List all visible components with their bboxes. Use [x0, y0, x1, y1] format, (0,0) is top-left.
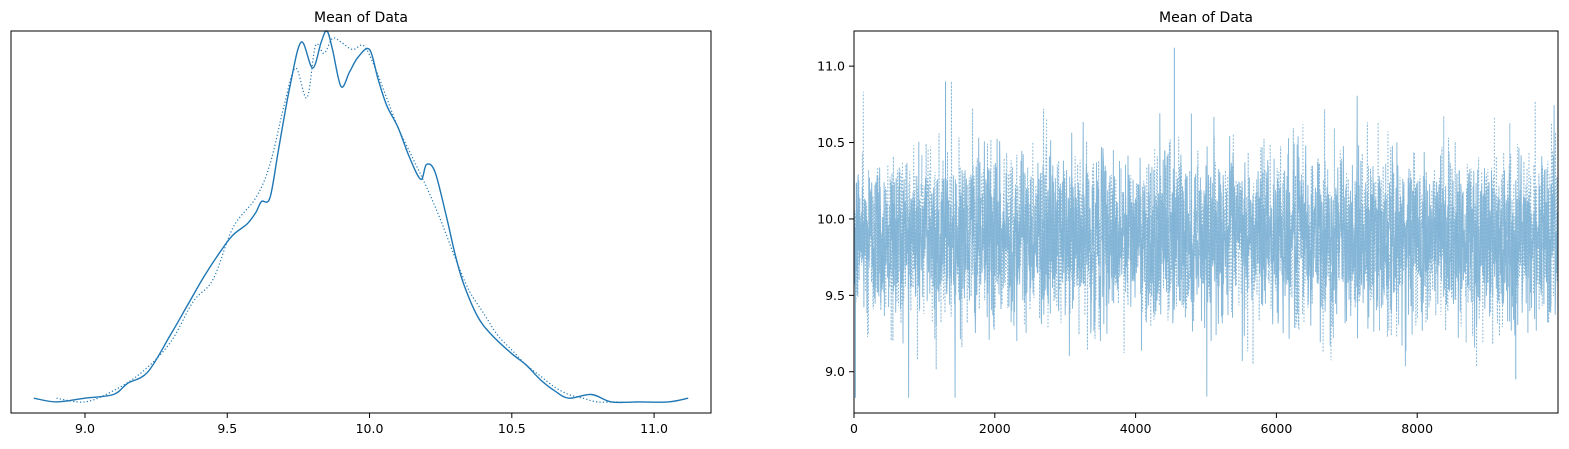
kde-x-axis: 9.0 9.5 10.0 10.5 11.0	[75, 413, 668, 436]
trace-plot-area	[853, 47, 1559, 398]
kde-x-tick-label: 9.5	[217, 421, 237, 436]
trace-axes-frame	[853, 30, 1559, 414]
trace-series-dotted	[853, 81, 1559, 370]
trace-y-axis: 9.0 9.5 10.0 10.5 11.0	[817, 59, 854, 379]
kde-x-tick-label: 11.0	[640, 421, 668, 436]
trace-y-tick-label: 9.0	[825, 364, 845, 379]
kde-x-tick-label: 9.0	[75, 421, 95, 436]
trace-x-axis: 0 2000 4000 6000 8000	[850, 413, 1433, 436]
trace-y-tick-label: 11.0	[817, 59, 845, 74]
trace-x-tick-label: 0	[850, 421, 858, 436]
trace-title: Mean of Data	[1159, 10, 1253, 26]
trace-y-tick-label: 10.0	[817, 211, 845, 226]
kde-plot-area	[33, 30, 689, 404]
kde-x-tick-label: 10.0	[356, 421, 384, 436]
trace-x-tick-label: 6000	[1260, 421, 1292, 436]
trace-x-tick-label: 8000	[1401, 421, 1433, 436]
trace-y-tick-label: 10.5	[817, 135, 845, 150]
kde-panel: Mean of Data 9.0 9.5 10.0 10.5 11.0	[10, 10, 712, 436]
trace-x-tick-label: 2000	[979, 421, 1011, 436]
kde-axes-frame	[10, 30, 712, 414]
kde-title: Mean of Data	[314, 10, 408, 26]
trace-panel: Mean of Data 0 2000 4000 6000 8000 9.0 9.5 10.…	[817, 10, 1559, 436]
kde-series-solid	[33, 30, 689, 404]
kde-series-dotted	[56, 37, 618, 403]
trace-x-tick-label: 4000	[1120, 421, 1152, 436]
kde-x-tick-label: 10.5	[498, 421, 526, 436]
trace-y-tick-label: 9.5	[825, 288, 845, 303]
